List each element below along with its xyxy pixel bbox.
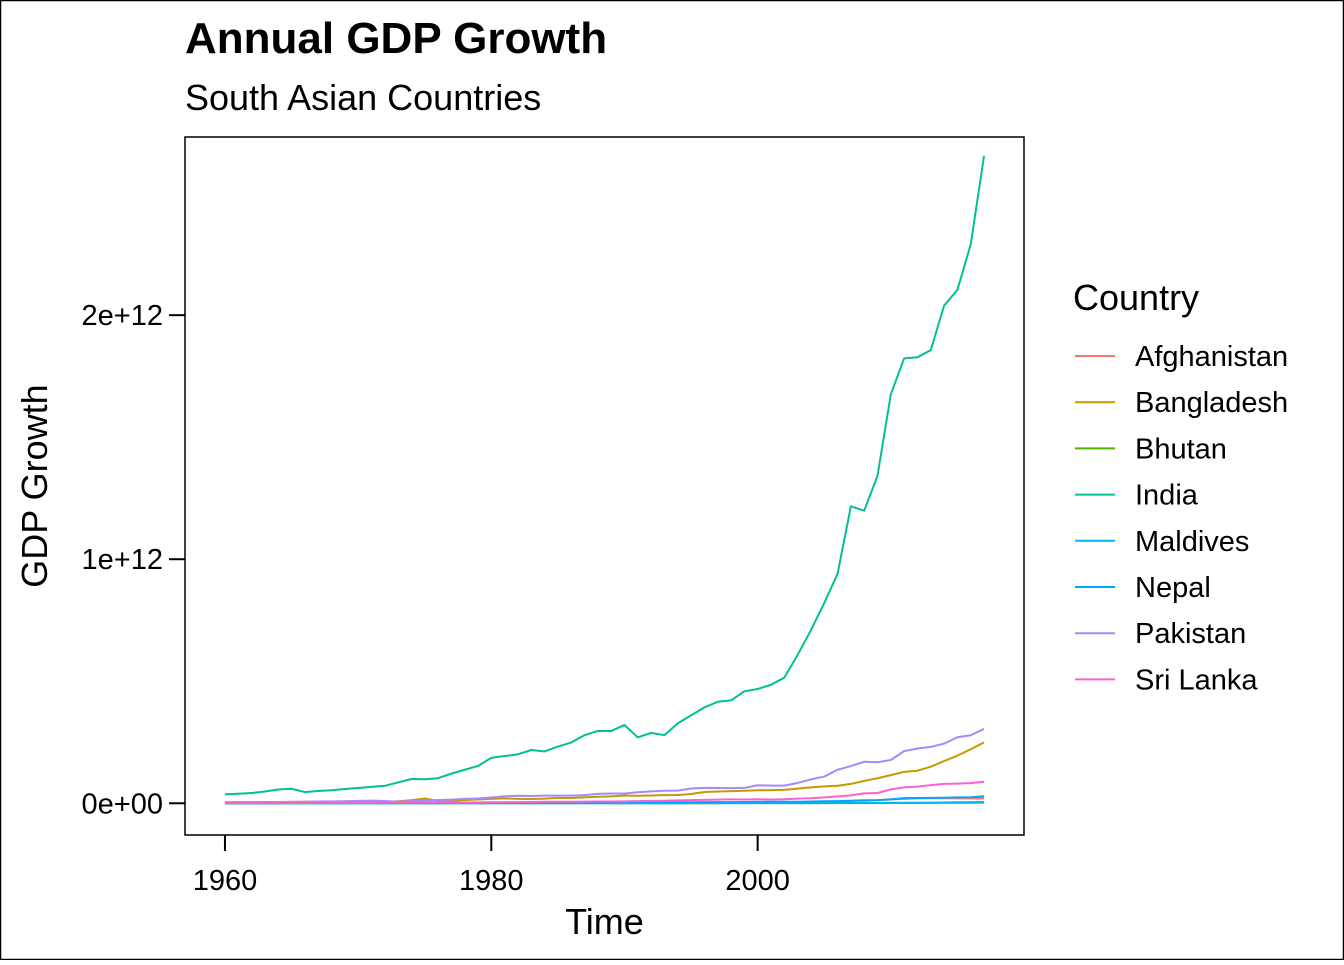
x-axis: 1960 1980 2000 — [193, 835, 790, 897]
legend-items: Afghanistan Bangladesh Bhutan India Maldives… — [1075, 341, 1288, 696]
y-axis-title: GDP Growth — [14, 384, 55, 587]
legend-label-india: India — [1135, 480, 1199, 512]
x-tick-label: 1980 — [459, 865, 524, 897]
plot-lines — [224, 155, 986, 805]
legend-title: Country — [1073, 277, 1199, 318]
legend-label-bangladesh: Bangladesh — [1135, 387, 1288, 419]
y-axis: 0e+00 1e+12 2e+12 — [82, 300, 185, 820]
x-tick-label: 1960 — [193, 865, 258, 897]
series-line-india — [224, 155, 986, 796]
chart-subtitle: South Asian Countries — [185, 77, 541, 118]
y-tick-label: 2e+12 — [82, 300, 163, 332]
legend: Country Afghanistan Bangladesh Bhutan India… — [1073, 277, 1288, 696]
legend-label-pakistan: Pakistan — [1135, 618, 1246, 650]
x-tick-label: 2000 — [725, 865, 790, 897]
plot-panel-border — [184, 136, 1025, 836]
legend-label-nepal: Nepal — [1135, 572, 1211, 604]
legend-label-sri-lanka: Sri Lanka — [1135, 664, 1258, 696]
series-line-sri-lanka — [224, 780, 985, 804]
x-axis-title: Time — [565, 901, 644, 942]
series-line-pakistan — [224, 728, 985, 804]
chart-title: Annual GDP Growth — [185, 14, 607, 63]
y-tick-label: 0e+00 — [82, 788, 163, 820]
y-tick-label: 1e+12 — [82, 544, 163, 576]
legend-label-bhutan: Bhutan — [1135, 433, 1227, 465]
legend-label-afghanistan: Afghanistan — [1135, 341, 1288, 373]
legend-label-maldives: Maldives — [1135, 526, 1249, 558]
